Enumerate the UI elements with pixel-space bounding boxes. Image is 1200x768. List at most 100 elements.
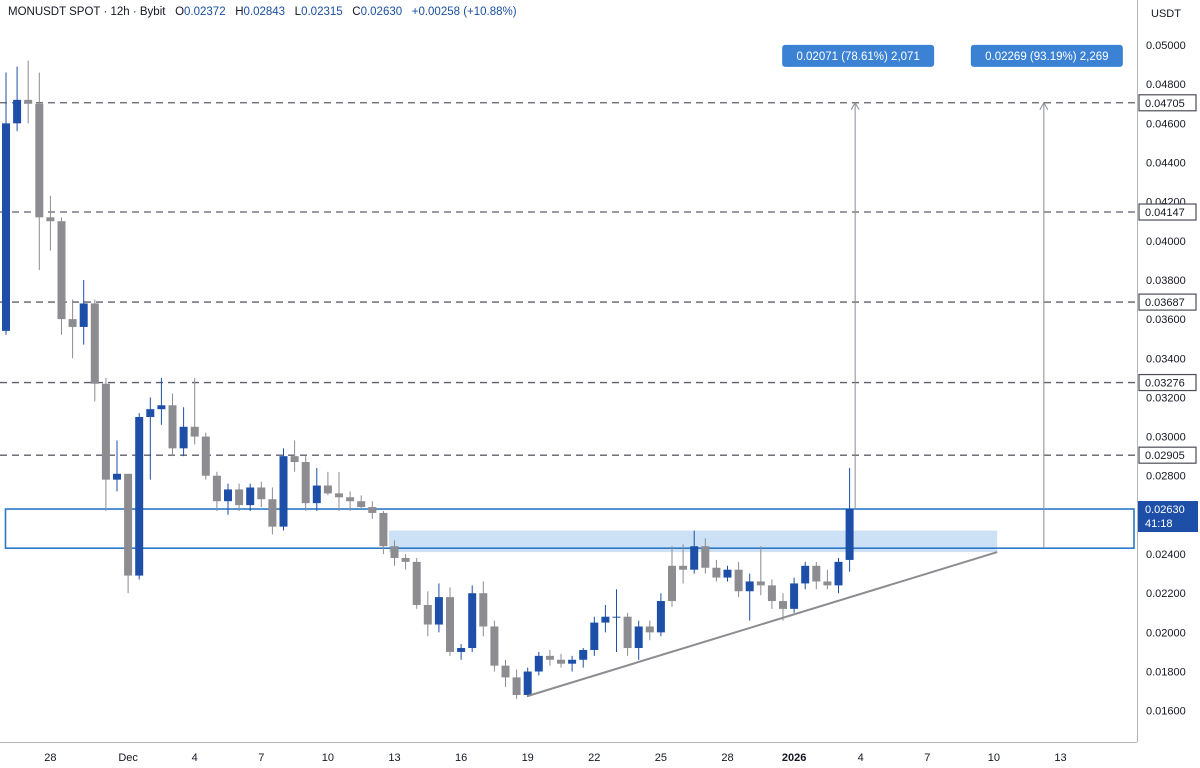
candle xyxy=(523,667,532,697)
candle xyxy=(801,561,810,590)
price-tick: 0.03600 xyxy=(1146,314,1186,326)
candle xyxy=(512,669,521,699)
candle xyxy=(401,554,410,570)
candle xyxy=(257,481,266,508)
candle xyxy=(13,66,22,132)
bar-countdown: 41:18 xyxy=(1145,518,1173,530)
measure-label-bg xyxy=(782,44,935,67)
candle xyxy=(534,651,543,676)
candle xyxy=(2,72,10,335)
measure-label-bg xyxy=(970,44,1123,67)
candle xyxy=(90,299,99,402)
candle xyxy=(845,467,854,572)
candle xyxy=(557,653,565,668)
low-value: 0.02315 xyxy=(301,6,343,18)
candle xyxy=(113,440,121,492)
candle xyxy=(79,279,88,345)
candle xyxy=(412,557,421,609)
candle xyxy=(479,581,488,637)
candle xyxy=(390,540,399,566)
measure-label: 0.02071 (78.61%) 2,071 xyxy=(796,51,919,63)
time-tick: 4 xyxy=(858,752,864,764)
candle xyxy=(501,659,510,688)
candle xyxy=(490,620,499,672)
candle xyxy=(679,544,688,584)
low-key: L xyxy=(294,6,302,18)
candle xyxy=(446,587,454,656)
open-value: 0.02372 xyxy=(184,6,226,18)
open-key: O xyxy=(175,6,185,18)
time-tick: 19 xyxy=(522,752,534,764)
candle xyxy=(823,569,832,590)
candle xyxy=(35,72,44,271)
level-price-tag xyxy=(1138,94,1197,112)
candle xyxy=(246,483,255,511)
candle xyxy=(779,593,787,621)
candle xyxy=(568,655,577,672)
price-range-measure-2[interactable]: 0.02269 (93.19%) 2,269 xyxy=(970,44,1123,549)
levels-layer xyxy=(0,102,1137,456)
level-price-text: 0.02905 xyxy=(1145,450,1185,462)
time-tick: Dec xyxy=(118,752,138,764)
candle xyxy=(135,413,144,580)
candle xyxy=(168,393,177,457)
candle xyxy=(235,483,244,511)
candle xyxy=(368,501,377,519)
candle xyxy=(290,440,299,472)
candle xyxy=(157,377,166,425)
candle xyxy=(601,604,610,633)
price-range-measure-1[interactable]: 0.02071 (78.61%) 2,071 xyxy=(782,44,935,510)
candle xyxy=(612,589,621,652)
chart-legend: MONUSDT SPOT · 12h · Bybit O0.02372 H0.0… xyxy=(8,6,517,18)
level-price-tag xyxy=(1138,293,1197,311)
close-value: 0.02630 xyxy=(360,6,403,18)
price-tick: 0.02000 xyxy=(1146,627,1186,639)
candle xyxy=(335,471,343,511)
candle xyxy=(756,546,765,596)
resistance-zone-box[interactable] xyxy=(4,508,1135,549)
candle xyxy=(545,649,554,666)
time-tick: 10 xyxy=(322,752,334,764)
price-tick: 0.03000 xyxy=(1146,432,1186,444)
symbol-name[interactable]: MONUSDT SPOT xyxy=(8,6,101,18)
time-axis[interactable]: 28 Dec 4 7 10 13 16 19 22 25 28 2026 4 7 10 13 xyxy=(0,742,1137,765)
exchange-label: Bybit xyxy=(139,6,166,18)
candle xyxy=(46,195,55,251)
price-tick: 0.01600 xyxy=(1146,706,1186,718)
time-tick: 28 xyxy=(721,752,733,764)
interval-label[interactable]: 12h xyxy=(110,6,130,18)
change-value: +0.00258 (+10.88%) xyxy=(411,6,517,18)
candle xyxy=(224,483,232,515)
zones-layer xyxy=(4,508,1135,553)
candle xyxy=(645,620,654,641)
candle xyxy=(834,557,843,594)
price-tick: 0.03800 xyxy=(1146,275,1186,287)
time-tick: 7 xyxy=(258,752,264,764)
currency-label[interactable]: USDT xyxy=(1151,8,1181,20)
price-tick: 0.01800 xyxy=(1146,667,1186,679)
candle xyxy=(634,620,643,660)
price-tick: 0.04000 xyxy=(1146,236,1186,248)
time-tick: 10 xyxy=(988,752,1000,764)
candle xyxy=(179,407,188,457)
candle xyxy=(312,467,321,511)
ascending-trendline[interactable] xyxy=(527,551,998,697)
candle xyxy=(690,530,699,574)
candle xyxy=(656,593,665,637)
time-tick: 16 xyxy=(455,752,467,764)
price-tick: 0.03400 xyxy=(1146,353,1186,365)
level-price-text: 0.04147 xyxy=(1145,207,1185,219)
candle xyxy=(301,456,310,511)
candle xyxy=(712,559,721,582)
candle xyxy=(767,579,776,609)
time-tick: 28 xyxy=(44,752,56,764)
current-price-tag xyxy=(1138,501,1198,533)
candle xyxy=(212,471,221,511)
candle xyxy=(124,473,133,594)
candle xyxy=(146,397,155,480)
current-price-text: 0.02630 xyxy=(1145,504,1185,516)
price-axis[interactable]: USDT0.050000.048000.046000.044000.042000… xyxy=(1137,0,1200,768)
high-value: 0.02843 xyxy=(243,6,286,18)
